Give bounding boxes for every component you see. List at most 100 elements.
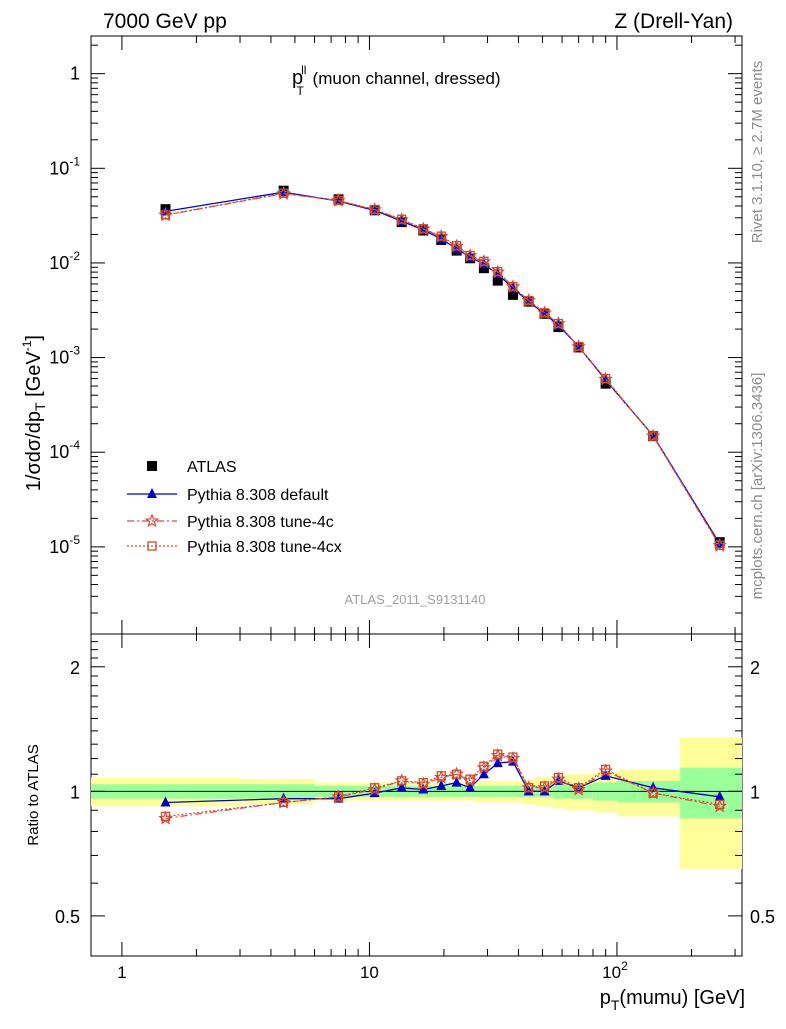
legend-label: Pythia 8.308 default xyxy=(187,487,329,504)
rivet-version-label: Rivet 3.1.10, ≥ 2.7M events xyxy=(749,61,766,244)
axis-ticks xyxy=(91,36,742,957)
y-tick-label: 10-5 xyxy=(49,533,80,557)
panel-title-superscript: ll xyxy=(301,63,306,77)
x-tick-label: 10 xyxy=(360,963,379,982)
data-point xyxy=(144,513,160,528)
ratio-y-tick-label-left: 2 xyxy=(70,658,80,678)
legend-entry: ATLAS xyxy=(147,459,237,476)
data-point xyxy=(465,774,475,784)
x-axis-title: pT(mumu) [GeV] xyxy=(600,987,745,1013)
ratio-y-tick-label-right: 0.5 xyxy=(750,907,775,927)
data-point xyxy=(160,210,171,220)
data-point xyxy=(147,541,157,551)
data-point xyxy=(539,781,550,791)
legend: ATLAS Pythia 8.308 default Pythia 8.308 tu… xyxy=(127,459,342,556)
data-point xyxy=(160,811,171,822)
y-tick-label: 10-1 xyxy=(49,154,80,178)
ratio-y-tick-label-right: 2 xyxy=(750,658,760,678)
header-right-text: Z (Drell-Yan) xyxy=(614,10,733,33)
data-point xyxy=(600,769,611,780)
data-point xyxy=(492,757,503,768)
data-point xyxy=(436,780,447,791)
data-point xyxy=(478,263,489,274)
x-tick-label: 1 xyxy=(117,963,126,982)
axis-tick-labels: 1 10 102 10-5 10-4 10-3 10-2 10-1 1 0.5 0.5 1 1 2 2 xyxy=(49,64,775,982)
ratio-series-line xyxy=(165,753,720,817)
data-point xyxy=(493,266,503,277)
main-panel-series xyxy=(158,185,727,552)
legend-entry: Pythia 8.308 tune-4c xyxy=(127,513,334,531)
data-point xyxy=(370,783,380,793)
data-point xyxy=(465,781,476,792)
data-point xyxy=(714,537,725,548)
legend-label: ATLAS xyxy=(187,459,237,476)
y-tick-label: 10-3 xyxy=(49,344,80,368)
data-point xyxy=(493,749,503,759)
data-point xyxy=(278,797,289,808)
header-left-text: 7000 GeV pp xyxy=(103,10,227,33)
data-point xyxy=(333,195,344,206)
data-point xyxy=(370,204,380,215)
data-point xyxy=(648,788,658,798)
data-point xyxy=(507,289,518,300)
ratio-y-tick-label-right: 1 xyxy=(750,782,760,802)
data-point xyxy=(508,752,518,762)
data-point xyxy=(436,231,446,241)
data-point xyxy=(600,764,611,775)
data-point xyxy=(160,796,171,807)
data-point xyxy=(508,282,518,292)
data-point xyxy=(465,250,475,261)
data-point xyxy=(396,781,407,792)
data-point xyxy=(147,461,157,471)
y-tick-label: 10-4 xyxy=(49,438,80,462)
data-point xyxy=(436,771,446,781)
data-point xyxy=(479,761,489,771)
series-pythia-8-308-tune-4cx xyxy=(160,188,725,550)
ratio-series-line xyxy=(165,754,720,819)
panel-title-subscript: T xyxy=(296,84,304,98)
x-tick-label: 102 xyxy=(602,959,628,982)
series-line xyxy=(165,192,721,546)
main-y-axis-title: 1/σdσ/dpT [GeV-1] xyxy=(20,335,48,491)
legend-label: Pythia 8.308 tune-4cx xyxy=(187,539,342,556)
panel-title-rest: (muon channel, dressed) xyxy=(308,69,501,88)
data-point xyxy=(573,783,584,793)
data-point xyxy=(478,768,489,779)
data-point xyxy=(600,373,611,384)
analysis-id-label: ATLAS_2011_S9131140 xyxy=(345,592,486,607)
ratio-panel-series xyxy=(158,747,727,825)
data-point xyxy=(397,776,407,786)
data-point xyxy=(553,772,564,783)
data-point xyxy=(539,308,550,318)
data-point xyxy=(648,431,658,441)
data-point xyxy=(573,341,584,352)
panel-title: pll T (muon channel, dressed) xyxy=(292,63,501,98)
ratio-series-pythia-8-308-tune-4cx xyxy=(160,749,725,822)
data-point xyxy=(479,256,489,266)
ratio-uncertainty-bands xyxy=(91,737,742,869)
panel-title-symbol: p xyxy=(292,67,303,89)
data-point xyxy=(524,783,534,793)
data-point xyxy=(553,318,564,329)
y-tick-label: 10-2 xyxy=(49,249,80,273)
data-point xyxy=(451,241,462,251)
data-point xyxy=(714,790,725,801)
data-point xyxy=(524,295,534,306)
data-point xyxy=(278,188,289,198)
data-point xyxy=(492,275,503,286)
ratio-y-axis-title: Ratio to ATLAS xyxy=(25,744,42,845)
data-point xyxy=(715,799,725,810)
data-point xyxy=(451,769,462,779)
data-point xyxy=(147,488,157,498)
legend-entry: Pythia 8.308 tune-4cx xyxy=(127,539,342,556)
data-point xyxy=(573,781,584,792)
data-point xyxy=(418,783,429,794)
legend-label: Pythia 8.308 tune-4c xyxy=(187,514,334,531)
data-point xyxy=(397,214,407,224)
y-tick-label: 1 xyxy=(70,64,80,84)
data-point xyxy=(715,540,725,550)
legend-entry: Pythia 8.308 default xyxy=(127,487,329,504)
ratio-y-tick-label-left: 1 xyxy=(70,782,80,802)
data-point xyxy=(451,776,462,787)
